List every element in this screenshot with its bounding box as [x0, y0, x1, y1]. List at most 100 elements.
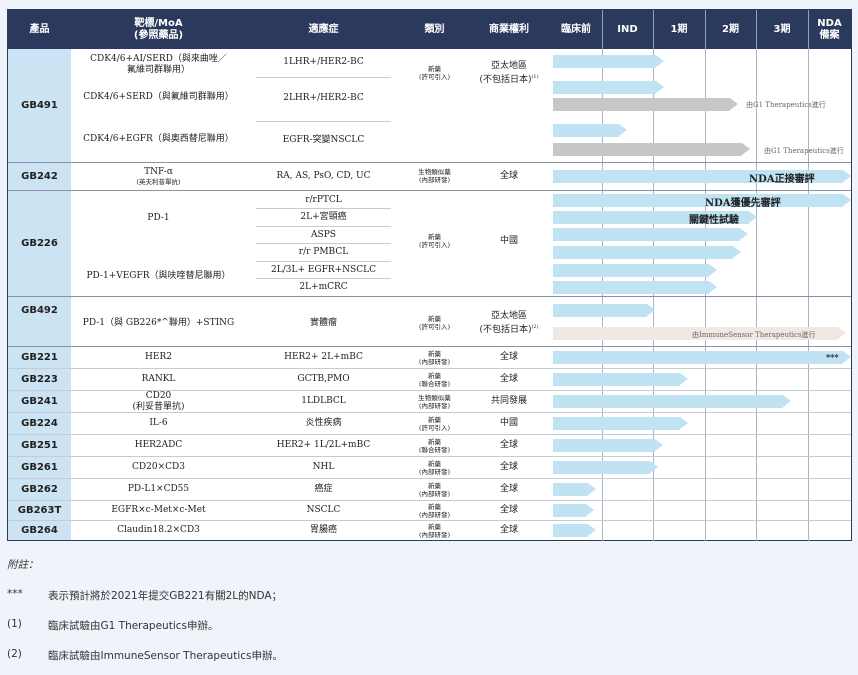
indication-cell: r/r PMBCL: [298, 246, 349, 257]
product-name: GB224: [21, 418, 58, 429]
target-text: 氟維司群聯用）: [126, 65, 190, 75]
progress-bar: [553, 304, 655, 317]
target-cell: RANKL: [141, 374, 176, 384]
indication-cell: NSCLC: [306, 505, 341, 515]
category-cell: 新藥 (內部研發): [401, 501, 468, 520]
product-name: GB223: [21, 374, 58, 385]
product-name: GB261: [21, 462, 58, 473]
progress-bar: [553, 98, 738, 111]
rights-cell: 全球: [499, 525, 518, 535]
note-mark: ***: [7, 588, 23, 600]
category-text: (內部研發): [418, 401, 451, 410]
target-cell: PD-1+VEGFR（與呋喹替尼聯用）: [86, 270, 231, 281]
category-text: 新藥: [428, 459, 441, 468]
category-text: 新藥: [428, 415, 441, 424]
category-cell: 新藥 (內部研發): [401, 521, 468, 540]
target-cell: PD-1（與 GB226*^聯用）+STING: [82, 317, 235, 328]
category-cell: 新藥 (許可引入): [401, 232, 468, 250]
progress-bar: [553, 327, 846, 340]
progress-bar: [553, 143, 750, 156]
rights-text: (不包括日本)(1): [479, 73, 539, 85]
indication-cell: 2L+mCRC: [299, 281, 348, 292]
rights-cell: 全球: [499, 505, 518, 515]
nda-marker: ***: [826, 352, 839, 362]
row-divider: [256, 121, 391, 122]
indication-cell: ASPS: [311, 229, 336, 240]
rights-cell: 全球: [499, 440, 518, 450]
indication-cell: 1LDLBCL: [301, 396, 346, 406]
progress-bar: [553, 81, 664, 94]
indication-cell: 1LHR+/HER2-BC: [283, 56, 364, 67]
row-divider: [8, 390, 851, 391]
indication-cell: HER2+ 1L/2L+mBC: [276, 440, 371, 450]
row-divider: [8, 456, 851, 457]
progress-bar: [553, 228, 748, 241]
progress-bar: [553, 373, 688, 386]
header-divider: [602, 10, 603, 49]
row-divider: [256, 261, 391, 262]
header-nda-line2: 備案: [819, 29, 840, 41]
rights-cell: 全球: [499, 170, 518, 181]
bar-label: NDA正接審評: [749, 174, 815, 185]
category-cell: 新藥 (內部研發): [401, 479, 468, 500]
target-text: (利妥昔單抗): [132, 401, 185, 412]
product-name: GB251: [21, 440, 58, 451]
row-divider: [8, 520, 851, 521]
target-cell: CDK4/6+SERD（與氟維司群聯用）: [83, 91, 234, 102]
indication-cell: 胃腸癌: [309, 525, 337, 535]
header-phase3: 3期: [773, 23, 791, 35]
rights-cell: 亞太地區 (不包括日本)(2): [468, 310, 550, 336]
header-nda-line1: NDA: [817, 17, 842, 29]
header-product: 產品: [29, 23, 50, 35]
category-text: (聯合研發): [418, 445, 451, 454]
category-text: (許可引入): [418, 323, 451, 331]
category-cell: 新藥 (聯合研發): [401, 369, 468, 390]
row-divider: [8, 190, 851, 191]
progress-bar: [553, 211, 757, 224]
progress-bar: [553, 504, 594, 517]
target-cell: EGFR×c-Met×c-Met: [111, 505, 206, 515]
target-text: TNF-α: [144, 166, 173, 177]
product-gb264: GB264: [8, 521, 71, 540]
row-divider: [8, 296, 851, 297]
product-gb251: GB251: [8, 435, 71, 456]
product-gb261: GB261: [8, 457, 71, 478]
indication-cell: 癌症: [314, 484, 333, 494]
indication-cell: 2L+宮頸癌: [300, 211, 347, 222]
product-gb221: GB221: [8, 347, 71, 368]
row-divider: [8, 500, 851, 501]
indication-cell: 實體瘤: [309, 317, 337, 328]
target-cell: HER2ADC: [134, 440, 183, 450]
rights-cell: 全球: [499, 352, 518, 362]
product-gb241: GB241: [8, 391, 71, 412]
product-name: GB241: [21, 396, 58, 407]
note-text: 臨床試驗由ImmuneSensor Therapeutics申辦。: [48, 650, 283, 662]
phase-column-line: [756, 49, 757, 541]
rights-cell: 全球: [499, 374, 518, 384]
category-text: (內部研發): [418, 176, 451, 184]
indication-cell: EGFR-突變NSCLC: [282, 134, 365, 145]
progress-bar: [553, 264, 717, 277]
bar-label: NDA獲優先審評: [705, 198, 781, 209]
category-cell: 新藥 (聯合研發): [401, 435, 468, 456]
pipeline-table: 產品 靶標/MoA (參照藥品) 適應症 類別 商業權利 臨床前 IND 1期 …: [7, 9, 852, 541]
category-text: 生物類似藥: [418, 393, 451, 402]
header-preclinical: 臨床前: [561, 23, 591, 35]
header-rights: 商業權利: [489, 23, 529, 35]
indication-cell: 炎性疾病: [305, 418, 342, 428]
product-name: GB242: [21, 171, 58, 182]
product-gb491: GB491: [8, 49, 71, 162]
row-divider: [8, 346, 851, 347]
target-cell: PD-L1×CD55: [127, 484, 190, 494]
table-header: [8, 10, 851, 49]
progress-bar: [553, 395, 791, 408]
category-text: 生物類似藥: [418, 168, 451, 176]
category-text: 新藥: [428, 233, 441, 241]
category-text: (許可引入): [418, 241, 451, 249]
product-gb492: GB492: [8, 297, 71, 346]
progress-bar: [553, 281, 717, 294]
rights-text: (不包括日本)(2): [479, 323, 539, 335]
target-cell: PD-1: [147, 212, 170, 223]
category-text: 新藥: [428, 481, 441, 490]
rights-cell: 共同發展: [490, 396, 527, 406]
